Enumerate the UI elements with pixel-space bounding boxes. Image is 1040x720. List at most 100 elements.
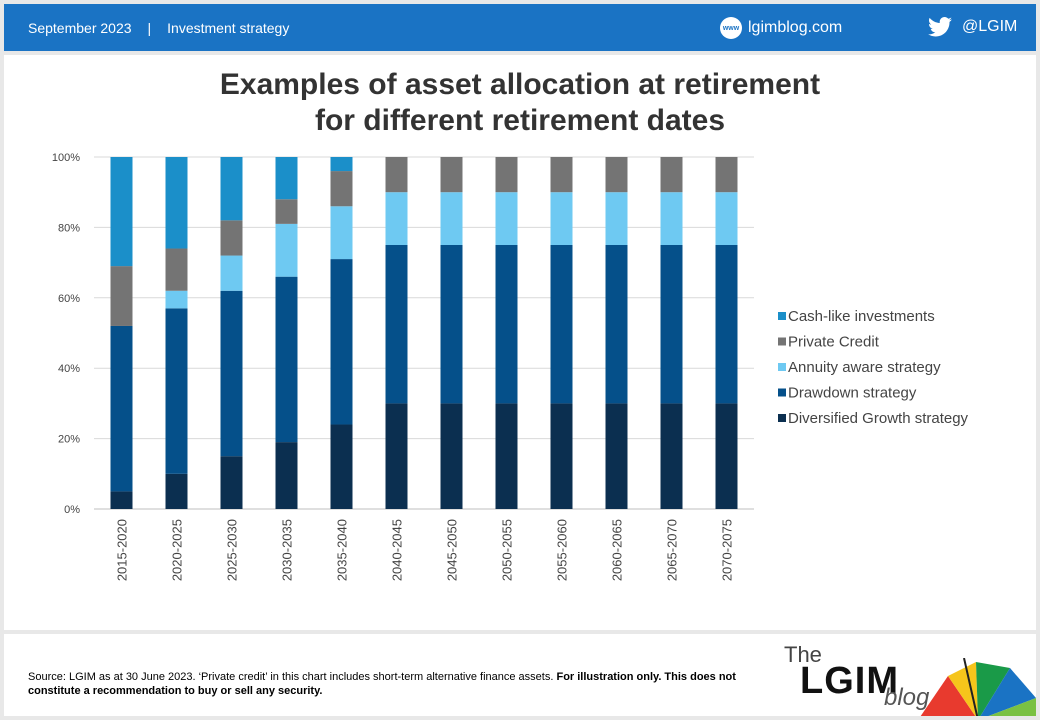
legend-label: Private Credit — [788, 334, 880, 351]
bar-segment — [165, 290, 188, 309]
x-tick-label: 2050-2055 — [500, 519, 515, 581]
chart-title: Examples of asset allocation at retireme… — [4, 67, 1036, 139]
header-bar: September 2023 | Investment strategy www l… — [4, 4, 1036, 51]
logo-blog: blog — [884, 684, 930, 711]
header-separator: | — [147, 20, 152, 36]
x-tick-label: 2020-2025 — [170, 519, 185, 581]
bar-segment — [330, 206, 353, 260]
bar-segment — [605, 403, 628, 509]
bar-segment — [165, 473, 188, 509]
legend-swatch — [778, 414, 786, 422]
bar-segment — [165, 157, 188, 249]
source-note: Source: LGIM as at 30 June 2023. ‘Privat… — [28, 670, 768, 698]
source-text: Source: LGIM as at 30 June 2023. ‘Privat… — [28, 671, 557, 683]
bar-segment — [660, 403, 683, 509]
x-tick-label: 2070-2075 — [720, 519, 735, 581]
bar-segment — [605, 157, 628, 193]
bar-segment — [605, 245, 628, 404]
legend-swatch — [778, 337, 786, 346]
bar-segment — [440, 403, 463, 509]
bar-segment — [330, 424, 353, 509]
legend-label: Cash-like investments — [788, 308, 935, 325]
x-tick-label: 2055-2060 — [555, 519, 570, 581]
y-tick-label: 80% — [58, 222, 80, 234]
bar-segment — [275, 199, 298, 224]
bar-segment — [385, 403, 408, 509]
bar-segment — [165, 248, 188, 291]
x-tick-label: 2065-2070 — [665, 519, 680, 581]
site-link[interactable]: www lgimblog.com — [720, 17, 842, 39]
bar-segment — [275, 157, 298, 200]
bar-segment — [440, 157, 463, 193]
chart-panel: Examples of asset allocation at retireme… — [4, 55, 1036, 630]
disclaimer-text: For illustration only. This does not con… — [28, 671, 736, 697]
legend-label: Drawdown strategy — [788, 385, 917, 402]
x-tick-label: 2025-2030 — [225, 519, 240, 581]
bar-segment — [220, 255, 243, 291]
y-tick-label: 20% — [58, 434, 80, 446]
bar-segment — [495, 192, 518, 245]
legend-swatch — [778, 388, 786, 397]
y-tick-label: 0% — [64, 504, 80, 516]
bar-segment — [330, 171, 353, 207]
bar-segment — [385, 157, 408, 193]
x-tick-label: 2030-2035 — [280, 519, 295, 581]
header-topic: Investment strategy — [167, 20, 290, 36]
bar-segment — [110, 157, 133, 267]
y-tick-label: 60% — [58, 293, 80, 305]
bar-segment — [330, 157, 353, 172]
bar-segment — [440, 192, 463, 245]
bar-segment — [660, 192, 683, 245]
bar-segment — [385, 192, 408, 245]
bar-segment — [660, 245, 683, 404]
logo-the: The — [784, 642, 822, 667]
chart-title-line-1: Examples of asset allocation at retireme… — [219, 68, 821, 101]
bar-segment — [440, 245, 463, 404]
twitter-handle: @LGIM — [962, 18, 1018, 35]
chart-title-line-2: for different retirement dates — [314, 104, 726, 137]
bar-segment — [220, 456, 243, 509]
bar-segment — [495, 245, 518, 404]
x-tick-label: 2015-2020 — [115, 519, 130, 581]
x-tick-label: 2045-2050 — [445, 519, 460, 581]
umbrella-icon — [920, 658, 1036, 716]
legend-label: Diversified Growth strategy — [788, 410, 969, 427]
bar-segment — [605, 192, 628, 245]
bar-segment — [715, 403, 738, 509]
www-icon: www — [720, 17, 742, 39]
bar-segment — [550, 245, 573, 404]
header-date: September 2023 — [28, 20, 132, 36]
x-tick-label: 2040-2045 — [390, 519, 405, 581]
twitter-link[interactable]: @LGIM — [928, 17, 1017, 37]
bar-segment — [550, 157, 573, 193]
header-left: September 2023 | Investment strategy — [28, 20, 289, 36]
y-tick-label: 100% — [52, 152, 80, 164]
footer: Source: LGIM as at 30 June 2023. ‘Privat… — [4, 634, 1036, 716]
bar-segment — [165, 308, 188, 474]
bar-segment — [220, 157, 243, 221]
legend-swatch — [778, 363, 786, 371]
x-tick-label: 2060-2065 — [610, 519, 625, 581]
bar-segment — [275, 223, 298, 277]
twitter-icon — [928, 17, 952, 37]
stacked-bar-chart: 0% 20% 40% 60% 80% 100% 2015-2020 2020-2025 2025… — [52, 152, 969, 581]
bar-segment — [275, 442, 298, 509]
legend-swatch — [778, 312, 786, 320]
y-tick-label: 40% — [58, 363, 80, 375]
bar-segment — [715, 157, 738, 193]
bar-segment — [275, 276, 298, 443]
lgim-blog-logo: The LGIM blog — [778, 638, 1036, 716]
bar-segment — [715, 192, 738, 245]
bar-segment — [110, 266, 133, 326]
bar-segment — [220, 290, 243, 457]
bar-segment — [495, 157, 518, 193]
bar-segment — [550, 403, 573, 509]
bar-segment — [220, 220, 243, 256]
bar-segment — [385, 245, 408, 404]
logo-lgim: LGIM — [800, 660, 899, 702]
bar-segment — [495, 403, 518, 509]
bar-segment — [715, 245, 738, 404]
bar-segment — [550, 192, 573, 245]
bar-segment — [330, 259, 353, 425]
site-url: lgimblog.com — [748, 19, 843, 36]
